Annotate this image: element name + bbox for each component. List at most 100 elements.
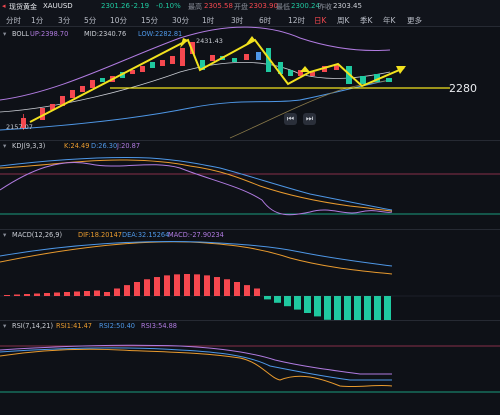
candle (70, 90, 75, 98)
tf-1min[interactable]: 1分 (31, 16, 44, 25)
macd-histogram (4, 274, 391, 320)
tf-yearly[interactable]: 年K (383, 16, 396, 25)
candle (288, 70, 293, 76)
low-price-label: 2157.07 (6, 123, 33, 131)
peak-price-label: 2431.43 (196, 37, 223, 45)
candle (244, 54, 249, 60)
macd-bar (194, 274, 200, 296)
arrowhead (396, 66, 406, 74)
candle (170, 56, 175, 64)
low-label: 最低 (276, 3, 290, 11)
macd-bar (4, 295, 10, 296)
prev-page-button[interactable]: ⏮ (284, 113, 297, 125)
skip-back-icon: ⏮ (286, 114, 295, 123)
long-ma-line (229, 79, 393, 139)
current-price: 2301.26 (101, 2, 130, 10)
candles (21, 42, 392, 130)
candle (100, 78, 105, 82)
kdj-j-line (0, 161, 393, 216)
trend-arrows (29, 38, 405, 123)
macd-bar (294, 296, 301, 310)
candle (150, 62, 155, 68)
collapse-icon[interactable]: ▾ (3, 231, 7, 239)
boll-mid-value: MID:2340.76 (84, 30, 127, 38)
timeframe-bar: 分时 1分 3分 5分 10分 15分 30分 1时 3时 6时 12时 日K … (0, 13, 500, 27)
macd-bar (244, 285, 250, 296)
boll-lower-band (0, 79, 391, 131)
kdj-panel (0, 156, 500, 216)
candle (50, 104, 55, 110)
macd-bar (114, 288, 120, 296)
macd-bar (224, 279, 230, 296)
macd-bar (34, 293, 40, 296)
tf-more[interactable]: 更多 (407, 16, 422, 25)
macd-bar (174, 274, 180, 296)
symbol-name: 现货黄金 (9, 3, 37, 11)
macd-bar (314, 296, 321, 317)
boll-upper-band (0, 26, 391, 101)
tf-quarterly[interactable]: 季K (360, 16, 373, 25)
arrow-heads (180, 36, 406, 74)
macd-dif-value: DIF:18.20147 (78, 231, 122, 239)
tf-6h[interactable]: 6时 (259, 16, 272, 25)
candle (360, 76, 366, 84)
boll-name: BOLL (12, 30, 29, 38)
kdj-j-value: J:20.87 (117, 142, 141, 150)
tf-fenshi[interactable]: 分时 (6, 16, 21, 25)
macd-dea-value: DEA:32.15264 (122, 231, 170, 239)
macd-bar (374, 296, 381, 320)
candle (266, 48, 271, 72)
prev-close-value: 2303.45 (333, 2, 362, 10)
candle (278, 62, 283, 74)
boll-mid-band (0, 62, 391, 113)
boll-legend: ▾ BOLL UP:2398.70 MID:2340.76 LOW:2282.8… (0, 29, 500, 40)
candle (140, 66, 145, 72)
boll-low-value: LOW:2282.81 (138, 30, 183, 38)
macd-bar (234, 281, 240, 296)
collapse-icon[interactable]: ▾ (3, 142, 7, 150)
price-change-pct: -0.10% (156, 2, 181, 10)
macd-bar (154, 277, 160, 296)
candle (322, 66, 327, 72)
prev-close-label: 昨收 (318, 3, 332, 11)
macd-bar (94, 290, 100, 296)
candle (190, 42, 195, 54)
boll-panel (0, 26, 450, 139)
collapse-icon[interactable]: ▾ (3, 30, 7, 38)
high-value: 2305.58 (204, 2, 233, 10)
candle (60, 96, 65, 106)
candle (180, 48, 185, 66)
candle (40, 108, 45, 120)
candle (232, 58, 237, 62)
arrowhead (180, 38, 188, 48)
candle (210, 55, 215, 61)
price-change: -2.19 (131, 2, 150, 10)
tf-weekly[interactable]: 周K (337, 16, 350, 25)
macd-bar (324, 296, 331, 320)
candle (386, 78, 392, 82)
rsi1-value: RSI1:41.47 (56, 322, 93, 330)
candle (256, 52, 261, 60)
next-page-button[interactable]: ⏭ (303, 113, 316, 125)
collapse-icon[interactable]: ▾ (3, 322, 7, 330)
macd-bar (384, 296, 391, 320)
kdj-d-value: D:26.30 (91, 142, 118, 150)
tf-12h[interactable]: 12时 (288, 16, 306, 25)
tf-10min[interactable]: 10分 (110, 16, 128, 25)
tf-3min[interactable]: 3分 (58, 16, 71, 25)
tf-15min[interactable]: 15分 (141, 16, 159, 25)
tf-1h[interactable]: 1时 (202, 16, 215, 25)
tf-daily[interactable]: 日K (314, 16, 327, 25)
support-level-label: 2280 (449, 82, 477, 95)
candle (160, 60, 165, 66)
rsi-panel (0, 344, 500, 393)
macd-bar (64, 292, 70, 296)
macd-bar (334, 296, 341, 320)
back-arrow-icon[interactable]: ◂ (2, 2, 6, 10)
tf-5min[interactable]: 5分 (84, 16, 97, 25)
tf-3h[interactable]: 3时 (231, 16, 244, 25)
macd-bar (264, 296, 271, 300)
tf-30min[interactable]: 30分 (172, 16, 190, 25)
open-label: 开盘 (234, 3, 248, 11)
